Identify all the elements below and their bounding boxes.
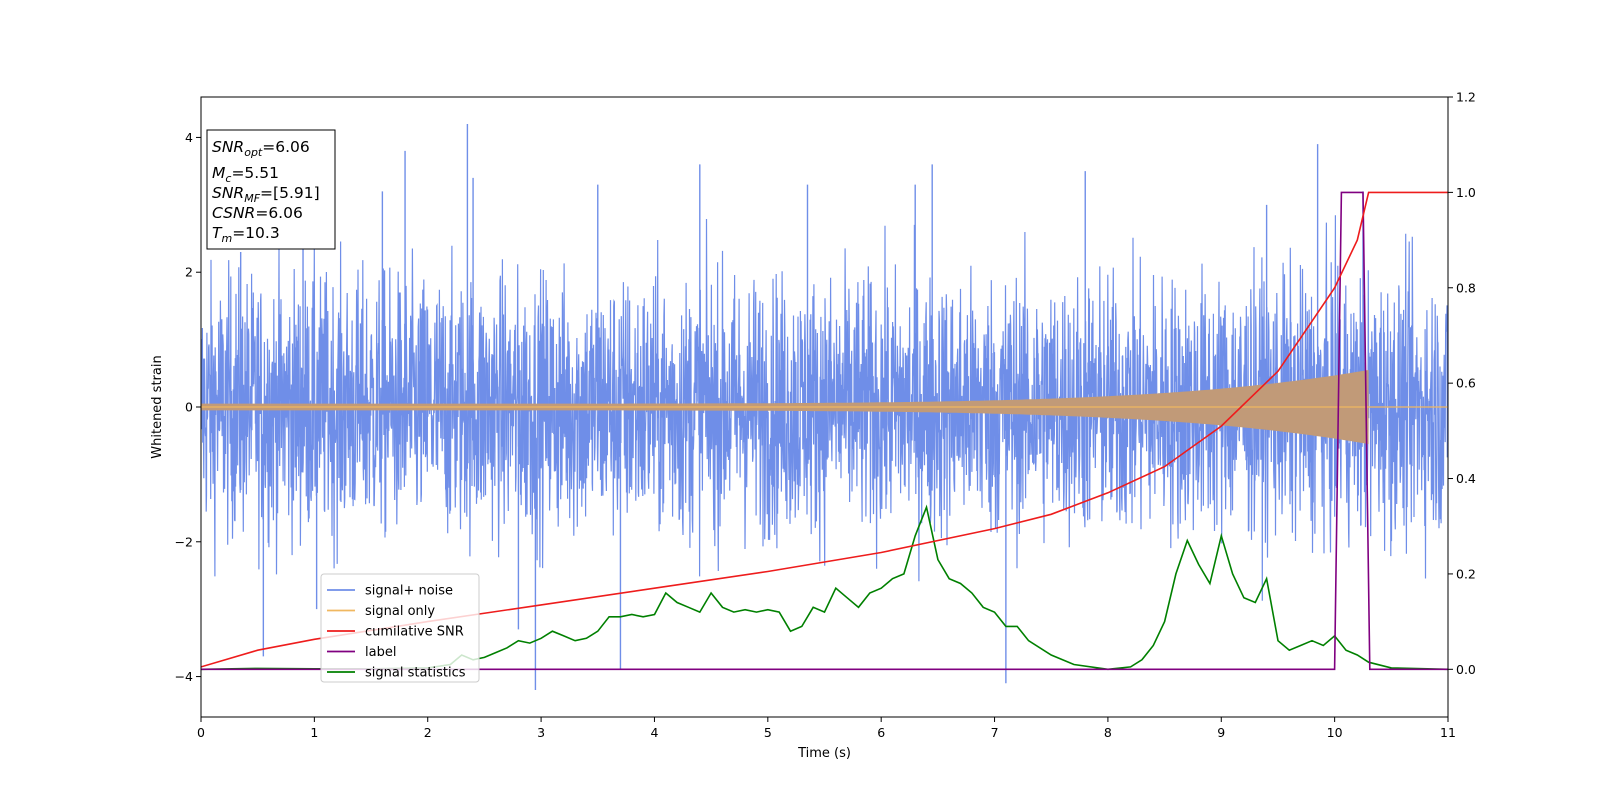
y-axis-right: 0.0 0.2 0.4 0.6 0.8 1.0 1.2: [1448, 90, 1476, 677]
legend: signal+ noise signal only cumilative SNR la…: [320, 573, 480, 683]
info-snr-opt: SNRopt=6.06: [212, 138, 310, 159]
y-left-tick-label: −2: [175, 534, 193, 549]
legend-label: signal statistics: [365, 666, 466, 681]
y-right-tick-label: 0.0: [1456, 662, 1476, 677]
y-right-tick-label: 0.8: [1456, 280, 1476, 295]
y-left-tick-label: 0: [185, 400, 193, 415]
y-left-tick-label: −4: [175, 669, 193, 684]
legend-label: signal only: [365, 604, 435, 619]
x-tick-label: 10: [1327, 725, 1343, 740]
noise-line: [201, 215, 1448, 601]
x-tick-label: 1: [310, 725, 318, 740]
x-tick-label: 3: [537, 725, 545, 740]
info-csnr: CSNR=6.06: [212, 204, 303, 222]
x-tick-label: 4: [650, 725, 658, 740]
x-axis-label: Time (s): [797, 746, 851, 761]
y-right-tick-label: 1.0: [1456, 185, 1476, 200]
y-left-tick-label: 4: [185, 130, 193, 145]
legend-label: signal+ noise: [365, 584, 453, 599]
info-box: SNRopt=6.06 Mc=5.51 SNRMF=[5.91] CSNR=6.…: [206, 129, 336, 250]
y-axis-label: Whitened strain: [150, 355, 165, 458]
x-tick-label: 6: [877, 725, 885, 740]
legend-label: cumilative SNR: [365, 625, 464, 640]
y-right-tick-label: 0.2: [1456, 566, 1476, 581]
y-right-tick-label: 0.4: [1456, 471, 1476, 486]
info-mc: Mc=5.51: [212, 164, 279, 185]
x-tick-label: 2: [424, 725, 432, 740]
y-left-tick-label: 2: [185, 265, 193, 280]
signal-statistics-line: [201, 504, 1448, 671]
label-line: [201, 191, 1448, 671]
info-tm: Tm=10.3: [212, 224, 280, 245]
x-tick-label: 9: [1217, 725, 1225, 740]
x-tick-label: 5: [764, 725, 772, 740]
label-series: [201, 191, 1448, 671]
x-axis: 0 1 2 3 4 5 6 7 8 9 10 11: [197, 717, 1456, 740]
y-right-tick-label: 0.6: [1456, 376, 1476, 391]
x-tick-label: 8: [1104, 725, 1112, 740]
legend-label: label: [365, 645, 396, 660]
y-axis-left: −4 −2 0 2 4: [175, 130, 201, 684]
x-tick-label: 0: [197, 725, 205, 740]
info-snr-mf: SNRMF=[5.91]: [212, 184, 320, 205]
x-tick-label: 7: [991, 725, 999, 740]
x-tick-label: 11: [1440, 725, 1456, 740]
signal-statistics-series: [201, 504, 1448, 671]
plot-area: [201, 123, 1448, 691]
y-right-tick-label: 1.2: [1456, 90, 1476, 105]
